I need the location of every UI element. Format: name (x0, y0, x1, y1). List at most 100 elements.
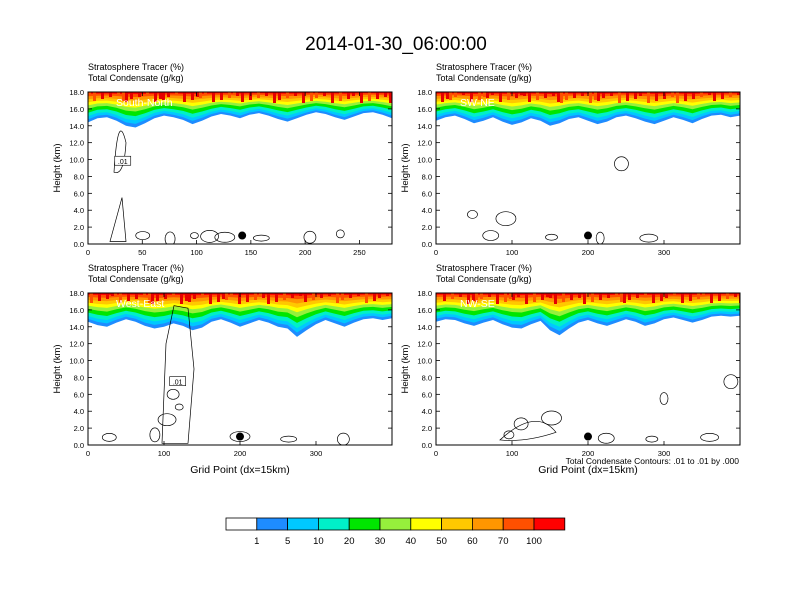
tracer-streak (384, 92, 387, 97)
tracer-streak (560, 92, 563, 103)
tracer-streak (626, 92, 629, 101)
condensate-contour (337, 432, 350, 445)
tracer-streak (581, 92, 584, 96)
y-tick-label: 6.0 (422, 390, 432, 399)
x-tick-label: 200 (234, 449, 247, 458)
x-tick-label: 50 (138, 248, 146, 257)
x-tick-label: 250 (353, 248, 366, 257)
y-tick-label: 12.0 (69, 340, 84, 349)
tracer-streak (146, 92, 149, 95)
tracer-streak (162, 92, 165, 100)
y-axis-label: Height (km) (400, 143, 411, 192)
tracer-streak (331, 92, 334, 103)
tracer-streak (352, 92, 355, 96)
tracer-streak (692, 92, 695, 99)
tracer-streak (737, 92, 740, 95)
colorbar-label: 1 (254, 536, 259, 547)
tracer-streak (167, 92, 170, 97)
tracer-streak (201, 293, 204, 297)
colorbar-label: 30 (375, 536, 386, 547)
tracer-streak (652, 293, 655, 303)
tracer-streak (185, 293, 188, 301)
y-tick-label: 4.0 (422, 206, 432, 215)
tracer-streak (655, 92, 658, 101)
tracer-streak (451, 293, 454, 299)
tracer-streak (125, 92, 128, 102)
x-axis-label: Grid Point (dx=15km) (538, 464, 638, 476)
tracer-streak (368, 92, 371, 101)
tracer-streak (93, 92, 96, 101)
tracer-streak (122, 92, 125, 101)
tracer-streak (517, 293, 520, 297)
tracer-streak (700, 92, 703, 97)
tracer-streak (665, 293, 668, 298)
y-axis-label: Height (km) (52, 344, 63, 393)
tracer-streak (283, 293, 286, 300)
y-tick-label: 8.0 (422, 172, 432, 181)
condensate-contours (499, 374, 739, 444)
y-tick-label: 0.0 (74, 240, 84, 249)
tracer-streak (565, 92, 568, 100)
tracer-streak (515, 92, 518, 98)
tracer-streak (536, 92, 539, 100)
y-tick-label: 10.0 (417, 156, 432, 165)
tracer-streak (172, 293, 175, 297)
tracer-streak (446, 92, 449, 99)
tracer-streak (222, 293, 225, 299)
tracer-streak (507, 92, 510, 100)
tracer-streak (225, 293, 228, 300)
tracer-streak (684, 92, 687, 101)
tracer-streak (278, 92, 281, 100)
tracer-streak (323, 92, 326, 96)
tracer-streak (523, 92, 526, 96)
tracer-streak (336, 293, 339, 303)
contour-footnote: Total Condensate Contours: .01 to .01 by… (566, 456, 740, 466)
tracer-streak (660, 293, 663, 301)
tracer-streak (236, 92, 239, 96)
tracer-streak (491, 92, 494, 95)
tracer-streak (620, 293, 623, 302)
colorbar-label: 70 (498, 536, 509, 547)
tracer-streak (713, 92, 716, 101)
condensate-contour (499, 420, 557, 441)
tracer-streak (520, 92, 523, 95)
condensate-contour (597, 432, 615, 444)
tracer-streak (209, 293, 212, 304)
tracer-streak (199, 92, 202, 98)
tracer-streak (106, 293, 109, 299)
y-tick-label: 16.0 (69, 306, 84, 315)
contour-label-box (114, 155, 132, 166)
y-tick-label: 12.0 (417, 340, 432, 349)
colorbar-label: 100 (526, 536, 542, 547)
x-tick-label: 100 (158, 449, 171, 458)
tracer-streak (376, 92, 379, 99)
tracer-streak (570, 293, 573, 300)
tracer-streak (663, 92, 666, 99)
y-tick-label: 2.0 (422, 424, 432, 433)
tracer-streak (114, 293, 117, 297)
tracer-streak (302, 92, 305, 103)
tracer-streak (180, 293, 183, 304)
tracer-streak (512, 293, 515, 300)
tracer-streak (483, 92, 486, 97)
tracer-streak (175, 92, 178, 95)
y-tick-label: 16.0 (69, 105, 84, 114)
tracer-streak (246, 293, 249, 302)
condensate-contour (303, 230, 317, 244)
y-tick-label: 8.0 (74, 373, 84, 382)
contour-label: .01 (173, 380, 183, 387)
tracer-streak (254, 293, 257, 300)
tracer-streak (151, 293, 154, 304)
panel-title-line2: Total Condensate (g/kg) (436, 73, 532, 83)
condensate-contours (109, 130, 345, 244)
tracer-streak (591, 293, 594, 302)
tracer-streak (462, 92, 465, 95)
x-tick-label: 100 (506, 449, 519, 458)
tracer-streak (127, 293, 130, 301)
tracer-streak (267, 293, 270, 304)
tracer-streak (681, 293, 684, 303)
tracer-streak (554, 293, 557, 304)
y-tick-label: 4.0 (422, 407, 432, 416)
x-tick-label: 300 (310, 449, 323, 458)
condensate-contours (467, 156, 659, 244)
